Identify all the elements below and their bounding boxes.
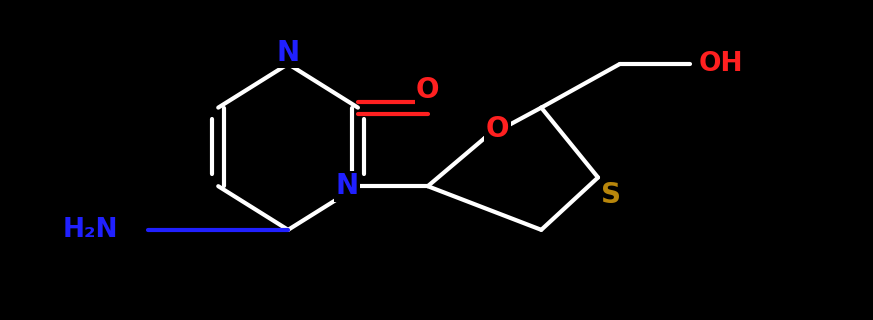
Text: OH: OH bbox=[698, 51, 743, 77]
Text: O: O bbox=[486, 116, 509, 143]
Text: N: N bbox=[335, 172, 358, 200]
Text: H₂N: H₂N bbox=[62, 217, 118, 243]
Text: O: O bbox=[416, 76, 439, 104]
Text: N: N bbox=[277, 39, 299, 67]
Text: S: S bbox=[601, 181, 621, 209]
